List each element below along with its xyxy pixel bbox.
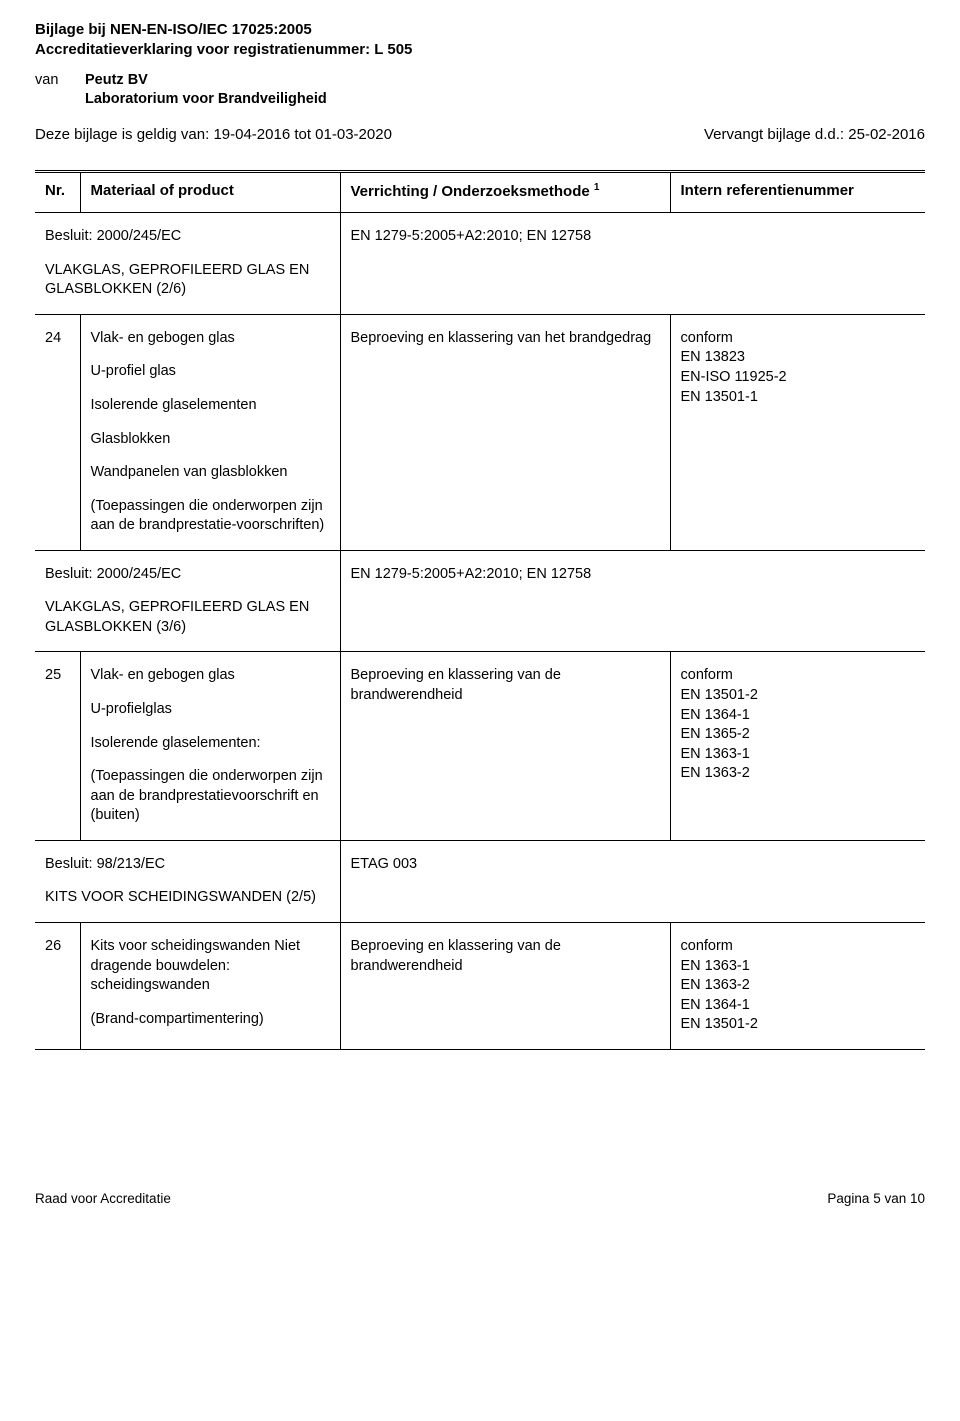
row24-method: Beproeving en klassering van het brandge… bbox=[340, 314, 670, 550]
col-material: Materiaal of product bbox=[80, 173, 340, 213]
row26-nr: 26 bbox=[35, 922, 80, 1049]
accreditation-table: Nr. Materiaal of product Verrichting / O… bbox=[35, 173, 925, 1050]
header-line1: Bijlage bij NEN-EN-ISO/IEC 17025:2005 bbox=[35, 20, 925, 40]
validity-left: Deze bijlage is geldig van: 19-04-2016 t… bbox=[35, 125, 392, 145]
row24-mat6: (Toepassingen die onderworpen zijn aan d… bbox=[91, 497, 330, 536]
row26-method: Beproeving en klassering van de brandwer… bbox=[340, 922, 670, 1049]
row24-ref: conform EN 13823 EN-ISO 11925-2 EN 13501… bbox=[670, 314, 925, 550]
row25-mat3: Isolerende glaselementen: bbox=[91, 734, 330, 754]
validity-right: Vervangt bijlage d.d.: 25-02-2016 bbox=[704, 125, 925, 145]
row24-mat5: Wandpanelen van glasblokken bbox=[91, 463, 330, 483]
section1-decision: Besluit: 2000/245/EC bbox=[45, 227, 330, 247]
validity-row: Deze bijlage is geldig van: 19-04-2016 t… bbox=[35, 125, 925, 145]
row25-mat2: U-profielglas bbox=[91, 700, 330, 720]
col-method: Verrichting / Onderzoeksmethode 1 bbox=[340, 173, 670, 213]
row24-mat2: U-profiel glas bbox=[91, 362, 330, 382]
row25-ref5: EN 1363-1 bbox=[681, 745, 916, 765]
row25-method: Beproeving en klassering van de brandwer… bbox=[340, 652, 670, 840]
row26-mat2: (Brand-compartimentering) bbox=[91, 1010, 330, 1030]
table-row-25: 25 Vlak- en gebogen glas U-profielglas I… bbox=[35, 652, 925, 840]
row26-mat1: Kits voor scheidingswanden Niet dragende… bbox=[91, 937, 330, 996]
row25-ref: conform EN 13501-2 EN 1364-1 EN 1365-2 E… bbox=[670, 652, 925, 840]
row24-nr: 24 bbox=[35, 314, 80, 550]
lab-name: Laboratorium voor Brandveiligheid bbox=[85, 90, 327, 110]
row25-material: Vlak- en gebogen glas U-profielglas Isol… bbox=[80, 652, 340, 840]
row26-ref2: EN 1363-1 bbox=[681, 957, 916, 977]
row25-ref4: EN 1365-2 bbox=[681, 725, 916, 745]
section-row-3: Besluit: 98/213/EC KITS VOOR SCHEIDINGSW… bbox=[35, 840, 925, 922]
van-row: van Peutz BV Laboratorium voor Brandveil… bbox=[35, 71, 925, 110]
row25-ref1: conform bbox=[681, 666, 916, 686]
company-block: Peutz BV Laboratorium voor Brandveilighe… bbox=[85, 71, 327, 110]
table-row-26: 26 Kits voor scheidingswanden Niet drage… bbox=[35, 922, 925, 1049]
footer-right: Pagina 5 van 10 bbox=[827, 1190, 925, 1208]
col-method-text: Verrichting / Onderzoeksmethode bbox=[351, 183, 590, 200]
section2-left: Besluit: 2000/245/EC VLAKGLAS, GEPROFILE… bbox=[35, 550, 340, 652]
section3-right: ETAG 003 bbox=[340, 840, 925, 922]
doc-header: Bijlage bij NEN-EN-ISO/IEC 17025:2005 Ac… bbox=[35, 20, 925, 145]
row25-nr: 25 bbox=[35, 652, 80, 840]
row24-ref3: EN-ISO 11925-2 bbox=[681, 368, 916, 388]
section-row-2: Besluit: 2000/245/EC VLAKGLAS, GEPROFILE… bbox=[35, 550, 925, 652]
section1-left: Besluit: 2000/245/EC VLAKGLAS, GEPROFILE… bbox=[35, 213, 340, 315]
col-method-sup: 1 bbox=[594, 182, 600, 193]
row24-ref1: conform bbox=[681, 329, 916, 349]
row26-ref3: EN 1363-2 bbox=[681, 976, 916, 996]
row26-ref4: EN 1364-1 bbox=[681, 996, 916, 1016]
row26-ref1: conform bbox=[681, 937, 916, 957]
row25-mat4: (Toepassingen die onderworpen zijn aan d… bbox=[91, 767, 330, 826]
row24-ref2: EN 13823 bbox=[681, 348, 916, 368]
col-nr: Nr. bbox=[35, 173, 80, 213]
header-line2: Accreditatieverklaring voor registratien… bbox=[35, 40, 925, 60]
row24-material: Vlak- en gebogen glas U-profiel glas Iso… bbox=[80, 314, 340, 550]
company-name: Peutz BV bbox=[85, 71, 327, 91]
row25-mat1: Vlak- en gebogen glas bbox=[91, 666, 330, 686]
col-ref: Intern referentienummer bbox=[670, 173, 925, 213]
section2-right: EN 1279-5:2005+A2:2010; EN 12758 bbox=[340, 550, 925, 652]
footer-left: Raad voor Accreditatie bbox=[35, 1190, 171, 1208]
section2-group: VLAKGLAS, GEPROFILEERD GLAS EN GLASBLOKK… bbox=[45, 598, 330, 637]
row24-mat1: Vlak- en gebogen glas bbox=[91, 329, 330, 349]
section3-group: KITS VOOR SCHEIDINGSWANDEN (2/5) bbox=[45, 888, 330, 908]
table-row-24: 24 Vlak- en gebogen glas U-profiel glas … bbox=[35, 314, 925, 550]
section1-group: VLAKGLAS, GEPROFILEERD GLAS EN GLASBLOKK… bbox=[45, 261, 330, 300]
section3-left: Besluit: 98/213/EC KITS VOOR SCHEIDINGSW… bbox=[35, 840, 340, 922]
table-header-row: Nr. Materiaal of product Verrichting / O… bbox=[35, 173, 925, 213]
section2-decision: Besluit: 2000/245/EC bbox=[45, 565, 330, 585]
row25-ref3: EN 1364-1 bbox=[681, 706, 916, 726]
row26-ref5: EN 13501-2 bbox=[681, 1015, 916, 1035]
section1-right: EN 1279-5:2005+A2:2010; EN 12758 bbox=[340, 213, 925, 315]
row26-ref: conform EN 1363-1 EN 1363-2 EN 1364-1 EN… bbox=[670, 922, 925, 1049]
van-label: van bbox=[35, 71, 85, 110]
row25-ref2: EN 13501-2 bbox=[681, 686, 916, 706]
footer: Raad voor Accreditatie Pagina 5 van 10 bbox=[35, 1190, 925, 1208]
section3-decision: Besluit: 98/213/EC bbox=[45, 855, 330, 875]
section-row-1: Besluit: 2000/245/EC VLAKGLAS, GEPROFILE… bbox=[35, 213, 925, 315]
row26-material: Kits voor scheidingswanden Niet dragende… bbox=[80, 922, 340, 1049]
row24-mat4: Glasblokken bbox=[91, 430, 330, 450]
row24-mat3: Isolerende glaselementen bbox=[91, 396, 330, 416]
row24-ref4: EN 13501-1 bbox=[681, 388, 916, 408]
row25-ref6: EN 1363-2 bbox=[681, 764, 916, 784]
